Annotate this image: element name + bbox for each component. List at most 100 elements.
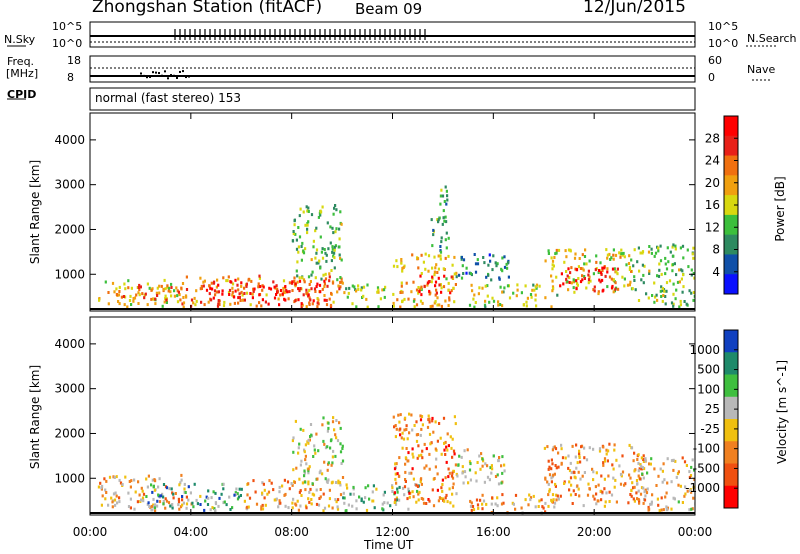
data-cell — [217, 302, 220, 306]
data-cell — [460, 257, 463, 261]
data-cell — [98, 298, 101, 302]
data-cell — [177, 497, 180, 501]
data-cell — [679, 303, 682, 307]
data-cell — [328, 279, 331, 283]
data-cell — [486, 464, 489, 468]
data-cell — [337, 481, 340, 485]
data-cell — [544, 477, 547, 481]
data-cell — [454, 283, 457, 286]
data-cell — [185, 506, 188, 510]
data-cell — [277, 505, 280, 509]
data-cell — [431, 488, 434, 492]
data-cell — [676, 280, 680, 284]
data-cell — [366, 283, 369, 287]
data-cell — [440, 240, 443, 244]
data-cell — [100, 486, 103, 490]
colorbar-tick-label: 28 — [705, 131, 720, 145]
data-cell — [192, 301, 195, 305]
data-cell — [574, 493, 577, 496]
data-cell — [606, 285, 609, 289]
data-cell — [281, 292, 284, 296]
freq-unit-label: [MHz] — [6, 67, 39, 80]
data-cell — [469, 462, 472, 466]
data-cell — [676, 472, 680, 476]
data-region — [418, 274, 453, 300]
data-cell — [158, 477, 161, 481]
data-cell — [247, 482, 250, 486]
data-cell — [316, 477, 319, 481]
data-cell — [329, 225, 332, 229]
data-cell — [515, 294, 518, 298]
data-cell — [555, 248, 558, 252]
data-cell — [413, 305, 416, 309]
data-cell — [587, 482, 590, 486]
data-cell — [638, 467, 641, 471]
data-cell — [621, 470, 625, 474]
data-cell — [413, 424, 416, 427]
data-cell — [347, 291, 350, 295]
data-cell — [360, 288, 363, 292]
data-cell — [400, 258, 403, 261]
data-cell — [293, 279, 296, 283]
data-cell — [445, 460, 448, 464]
data-cell — [306, 209, 309, 213]
data-cell — [196, 502, 199, 506]
data-cell — [317, 215, 320, 219]
data-cell — [484, 462, 487, 466]
data-cell — [294, 282, 297, 286]
data-cell — [693, 294, 695, 298]
data-cell — [386, 501, 389, 505]
data-cell — [323, 279, 326, 283]
data-cell — [640, 464, 643, 468]
data-cell — [632, 486, 635, 490]
data-cell — [422, 501, 426, 505]
data-cell — [145, 495, 148, 498]
data-cell — [396, 472, 399, 476]
data-cell — [127, 286, 130, 290]
data-cell — [314, 451, 317, 455]
data-cell — [613, 267, 616, 271]
data-cell — [595, 502, 598, 506]
data-cell — [231, 506, 234, 510]
data-cell — [403, 493, 406, 497]
data-cell — [447, 475, 450, 479]
data-cell — [162, 483, 166, 486]
data-cell — [439, 436, 442, 440]
data-cell — [553, 505, 556, 509]
data-cell — [445, 202, 448, 206]
data-cell — [308, 438, 311, 442]
data-cell — [132, 299, 135, 303]
data-cell — [213, 280, 216, 284]
data-cell — [287, 297, 290, 301]
data-cell — [638, 269, 641, 273]
data-cell — [552, 498, 555, 502]
data-cell — [117, 300, 120, 303]
data-cell — [437, 254, 440, 258]
data-cell — [474, 471, 477, 475]
data-cell — [573, 290, 576, 294]
data-cell — [444, 496, 447, 500]
data-cell — [233, 493, 236, 497]
data-cell — [371, 490, 374, 494]
data-cell — [442, 216, 445, 220]
data-cell — [327, 461, 330, 465]
data-cell — [628, 254, 631, 258]
data-cell — [377, 288, 380, 292]
data-cell — [665, 289, 668, 293]
data-cell — [415, 288, 419, 292]
data-cell — [127, 279, 130, 283]
data-cell — [534, 293, 537, 297]
data-cell — [146, 303, 149, 307]
data-cell — [292, 468, 295, 472]
data-cell — [339, 442, 342, 446]
data-cell — [615, 458, 618, 462]
data-cell — [666, 246, 669, 250]
data-cell — [175, 286, 178, 290]
data-cell — [333, 245, 336, 249]
data-cell — [680, 268, 683, 272]
data-cell — [355, 305, 358, 309]
data-region — [469, 493, 558, 515]
data-cell — [665, 267, 669, 271]
data-cell — [465, 271, 468, 275]
data-cell — [657, 246, 660, 250]
